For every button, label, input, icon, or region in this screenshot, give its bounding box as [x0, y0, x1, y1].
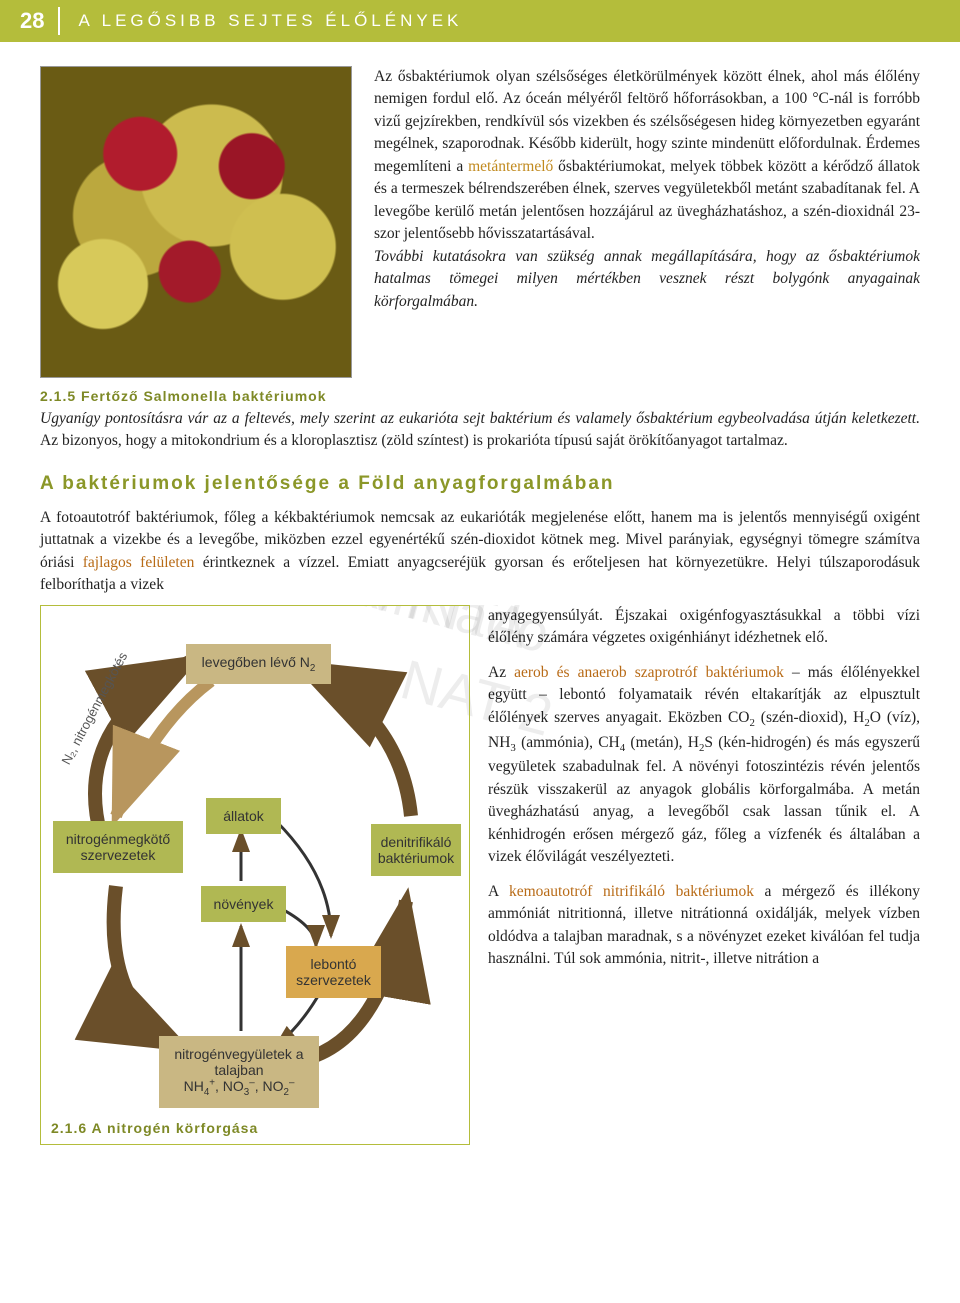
node-decomposers: lebontó szervezetek — [286, 946, 381, 998]
section-heading: A baktériumok jelentősége a Föld anyagfo… — [40, 473, 920, 495]
node-plants: növények — [201, 886, 286, 922]
node-animals: állatok — [206, 798, 281, 834]
salmonella-image — [40, 66, 352, 378]
text-run-italic: Ugyanígy pontosításra vár az a feltevés,… — [40, 410, 920, 427]
node-label: levegőben lévő N2 — [202, 654, 316, 670]
node-denitrifiers: denitrifikáló baktériumok — [371, 824, 461, 876]
bottom-wrap: Műszaki Kiadó MINTA NAT 2 — [40, 605, 920, 1145]
diagram-caption: 2.1.6 A nitrogén körforgása — [51, 1120, 258, 1136]
nitrogen-cycle-diagram: N₂, nitrogénmegkötés levegőben lévő N2 n… — [40, 605, 470, 1145]
text-run: (ammónia), CH — [516, 734, 620, 751]
header-separator — [58, 7, 60, 35]
figure-1-caption: 2.1.5 Fertőző Salmonella baktériumok — [40, 388, 352, 404]
paragraph-merged: Ugyanígy pontosításra vár az a feltevés,… — [40, 408, 920, 453]
keyword-aerob-anaerob: aerob és anaerob szaprotróf baktériumok — [514, 664, 784, 681]
text-run: Az — [488, 664, 514, 681]
node-label: nitrogénvegyületek a talajban — [174, 1046, 303, 1078]
node-soil-compounds: nitrogénvegyületek a talajban NH4+, NO3–… — [159, 1036, 319, 1108]
figure-salmonella: 2.1.5 Fertőző Salmonella baktériumok — [40, 66, 352, 404]
chapter-title: A LEGŐSIBB SEJTES ÉLŐLÉNYEK — [78, 11, 462, 31]
text-run: (szén-dioxid), H — [755, 709, 864, 726]
page-number: 28 — [20, 8, 44, 34]
page-header: 28 A LEGŐSIBB SEJTES ÉLŐLÉNYEK — [0, 0, 960, 42]
node-nitrogen-fixers: nitrogénmegkötő szervezetek — [53, 821, 183, 873]
keyword-metantermelo: metántermelő — [468, 158, 553, 175]
text-run: A — [488, 883, 509, 900]
text-run: (metán), H — [625, 734, 699, 751]
node-air-n2: levegőben lévő N2 — [186, 644, 331, 684]
page-content: 2.1.5 Fertőző Salmonella baktériumok Az … — [0, 42, 960, 1165]
top-block: 2.1.5 Fertőző Salmonella baktériumok Az … — [40, 66, 920, 404]
keyword-fajlagos: fajlagos felületen — [83, 554, 195, 571]
keyword-kemoautotrof: kemoautotróf nitrifikáló baktériumok — [509, 883, 754, 900]
text-run: Az bizonyos, hogy a mitokondrium és a kl… — [40, 432, 788, 449]
node-formula: NH4+, NO3–, NO2– — [184, 1078, 295, 1094]
paragraph-photoautotroph: A fotoautotróf baktériumok, főleg a kékb… — [40, 507, 920, 597]
